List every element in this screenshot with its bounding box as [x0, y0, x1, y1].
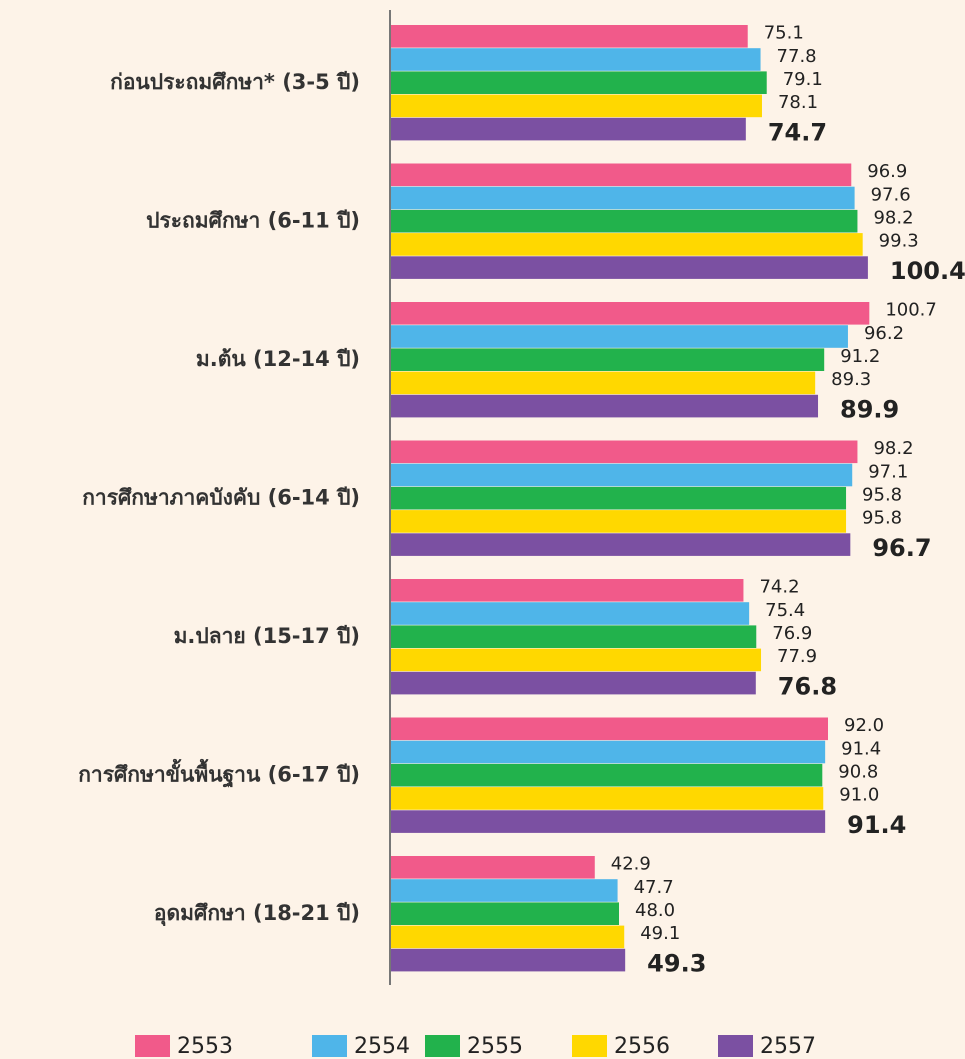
legend-swatch — [312, 1035, 347, 1057]
legend-swatch — [135, 1035, 170, 1057]
bar — [391, 717, 828, 741]
bar — [391, 117, 746, 141]
bar — [391, 486, 847, 510]
value-label: 95.8 — [862, 485, 902, 506]
value-label: 49.3 — [647, 949, 706, 977]
legend-swatch — [718, 1035, 753, 1057]
bar — [391, 902, 619, 925]
value-label: 49.1 — [640, 923, 680, 944]
value-label: 97.1 — [868, 461, 908, 482]
bar — [391, 186, 855, 210]
value-label: 74.7 — [768, 118, 827, 146]
value-label: 92.0 — [844, 715, 884, 736]
bar — [391, 579, 744, 602]
category-label: ม.ปลาย (15-17 ปี) — [174, 624, 360, 648]
bar — [391, 233, 863, 256]
bar — [391, 71, 767, 94]
bar — [391, 325, 848, 348]
value-label: 89.9 — [840, 395, 899, 423]
value-label: 99.3 — [879, 231, 919, 252]
value-label: 77.8 — [777, 46, 817, 67]
bar — [391, 510, 847, 533]
legend-label: 2554 — [354, 1034, 410, 1059]
bar — [391, 371, 816, 395]
bar — [391, 925, 625, 949]
value-label: 79.1 — [783, 69, 823, 90]
legend-label: 2555 — [467, 1034, 523, 1059]
bar — [391, 25, 748, 48]
value-label: 91.0 — [839, 785, 879, 806]
category-label: ก่อนประถมศึกษา* (3-5 ปี) — [110, 70, 360, 94]
bar — [391, 602, 750, 625]
bar — [391, 394, 819, 418]
value-label: 76.9 — [772, 623, 812, 644]
bar — [391, 463, 853, 487]
bar — [391, 348, 825, 371]
value-label: 91.2 — [840, 346, 880, 367]
bar — [391, 48, 761, 71]
value-label: 95.8 — [862, 508, 902, 529]
legend-swatch — [425, 1035, 460, 1057]
value-label: 96.7 — [872, 534, 931, 562]
bar — [391, 879, 618, 902]
bar — [391, 787, 824, 810]
value-label: 47.7 — [634, 877, 674, 898]
bar — [391, 209, 858, 233]
value-label: 100.7 — [885, 300, 937, 321]
bar — [391, 763, 823, 787]
value-label: 78.1 — [778, 92, 818, 113]
bar — [391, 810, 826, 833]
value-label: 97.6 — [871, 184, 911, 205]
value-label: 42.9 — [611, 854, 651, 875]
category-label: การศึกษาภาคบังคับ (6-14 ปี) — [82, 486, 360, 510]
category-label: การศึกษาขั้นพื้นฐาน (6-17 ปี) — [78, 759, 360, 789]
value-label: 91.4 — [841, 738, 881, 759]
legend-label: 2556 — [614, 1034, 670, 1059]
value-label: 96.9 — [867, 161, 907, 182]
value-label: 77.9 — [777, 646, 817, 667]
value-label: 91.4 — [847, 811, 906, 839]
category-label: อุดมศึกษา (18-21 ปี) — [154, 901, 360, 927]
category-label: ม.ต้น (12-14 ปี) — [196, 347, 360, 371]
bar — [391, 740, 826, 764]
value-label: 98.2 — [873, 438, 913, 459]
bar — [391, 302, 870, 325]
value-label: 89.3 — [831, 369, 871, 390]
value-label: 100.4 — [890, 257, 965, 285]
value-label: 75.4 — [765, 600, 805, 621]
legend-label: 2553 — [177, 1034, 233, 1059]
bar — [391, 94, 762, 118]
value-label: 96.2 — [864, 323, 904, 344]
value-label: 48.0 — [635, 900, 675, 921]
legend-swatch — [572, 1035, 607, 1057]
bar — [391, 948, 626, 972]
value-label: 75.1 — [764, 23, 804, 44]
bar — [391, 163, 852, 187]
bar — [391, 856, 595, 879]
bar — [391, 533, 851, 556]
bar — [391, 625, 757, 648]
bar — [391, 671, 756, 695]
bar — [391, 256, 868, 279]
category-label: ประถมศึกษา (6-11 ปี) — [146, 209, 360, 233]
value-label: 76.8 — [778, 672, 837, 700]
legend-label: 2557 — [760, 1034, 816, 1059]
bar — [391, 648, 762, 672]
value-label: 74.2 — [759, 577, 799, 598]
value-label: 90.8 — [838, 762, 878, 783]
value-label: 98.2 — [873, 208, 913, 229]
bar — [391, 440, 858, 464]
